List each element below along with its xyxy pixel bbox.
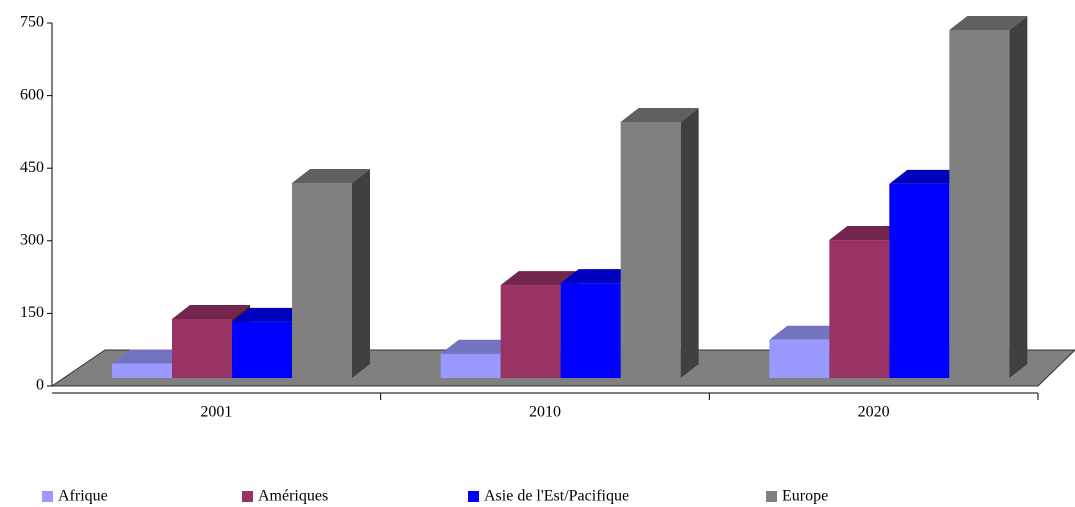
x-tick-label: 2010	[529, 404, 561, 421]
bar	[889, 183, 950, 378]
bar	[620, 121, 681, 379]
legend-swatch	[42, 491, 53, 502]
y-tick-label: 600	[20, 86, 44, 103]
bar-top	[829, 226, 908, 241]
x-tick-label: 2001	[200, 404, 232, 421]
bar-top	[112, 349, 190, 364]
bar	[440, 353, 501, 378]
bar	[500, 285, 561, 378]
legend-label: Afrique	[58, 488, 108, 505]
bar-top	[949, 16, 1028, 31]
bar	[232, 321, 292, 378]
bar-side	[680, 107, 699, 379]
bar	[292, 182, 352, 378]
y-tick-label: 150	[20, 304, 44, 321]
bar-top	[440, 339, 519, 354]
bar	[172, 318, 232, 378]
y-tick-label: 300	[20, 231, 44, 248]
legend-label: Europe	[782, 488, 828, 505]
bar-side	[352, 168, 370, 378]
bar-top	[560, 269, 639, 284]
y-tick-label: 0	[36, 377, 44, 394]
bar-top	[889, 169, 968, 184]
bar-top	[500, 271, 579, 286]
legend-label: Amériques	[258, 488, 328, 505]
legend-swatch	[242, 491, 253, 502]
bar-top	[172, 304, 250, 319]
bar-top	[620, 107, 699, 122]
bar-top	[769, 325, 848, 340]
y-tick-label: 750	[20, 14, 44, 31]
y-tick-label: 450	[20, 159, 44, 176]
legend-label: Asie de l'Est/Pacifique	[484, 488, 629, 505]
bar	[769, 339, 830, 378]
legend-swatch	[468, 491, 479, 502]
bar-top	[292, 168, 370, 183]
bar	[560, 283, 621, 378]
bar	[829, 240, 890, 378]
bar-top	[232, 307, 310, 322]
bar	[949, 30, 1010, 379]
bar-side	[1009, 16, 1028, 379]
legend-swatch	[766, 491, 777, 502]
x-tick-label: 2020	[858, 404, 890, 421]
bar	[112, 363, 172, 378]
